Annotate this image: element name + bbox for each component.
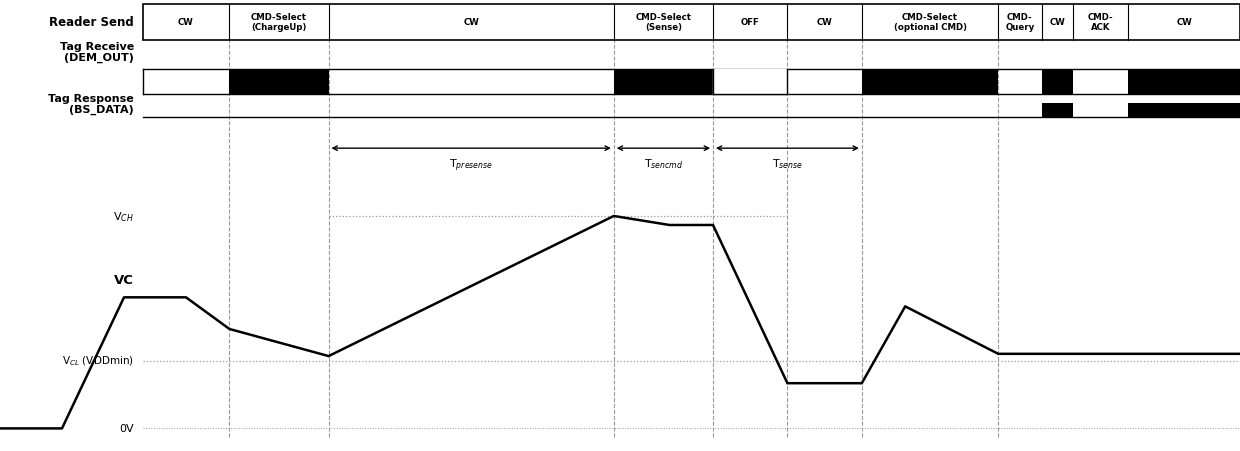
FancyBboxPatch shape [1128, 70, 1240, 95]
Text: VC: VC [114, 273, 134, 286]
Text: T$_{sencmd}$: T$_{sencmd}$ [644, 157, 683, 171]
Text: OFF: OFF [740, 18, 760, 27]
FancyBboxPatch shape [229, 70, 329, 95]
Text: CMD-Select
(optional CMD): CMD-Select (optional CMD) [894, 13, 966, 32]
Text: Tag Response
(BS_DATA): Tag Response (BS_DATA) [48, 94, 134, 115]
Text: CMD-
Query: CMD- Query [1006, 13, 1034, 32]
Text: CW: CW [179, 18, 193, 27]
FancyBboxPatch shape [614, 70, 713, 95]
Text: CMD-Select
(ChargeUp): CMD-Select (ChargeUp) [250, 13, 308, 32]
Text: V$_{CL}$ (VDDmin): V$_{CL}$ (VDDmin) [62, 354, 134, 368]
FancyBboxPatch shape [1042, 70, 1073, 95]
Text: CMD-Select
(Sense): CMD-Select (Sense) [635, 13, 692, 32]
Text: V$_{CH}$: V$_{CH}$ [113, 210, 134, 223]
Text: T$_{presense}$: T$_{presense}$ [449, 157, 494, 173]
Text: CW: CW [464, 18, 479, 27]
Text: Reader Send: Reader Send [50, 16, 134, 29]
Text: CMD-
ACK: CMD- ACK [1087, 13, 1114, 32]
FancyBboxPatch shape [862, 70, 998, 95]
Text: Tag Receive
(DEM_OUT): Tag Receive (DEM_OUT) [60, 42, 134, 63]
Text: CW: CW [1049, 18, 1065, 27]
Text: CW: CW [1177, 18, 1192, 27]
FancyBboxPatch shape [1128, 104, 1240, 117]
FancyBboxPatch shape [1042, 104, 1073, 117]
FancyBboxPatch shape [143, 5, 1240, 41]
Text: CW: CW [817, 18, 832, 27]
Text: 0V: 0V [119, 423, 134, 433]
Text: T$_{sense}$: T$_{sense}$ [771, 157, 804, 171]
